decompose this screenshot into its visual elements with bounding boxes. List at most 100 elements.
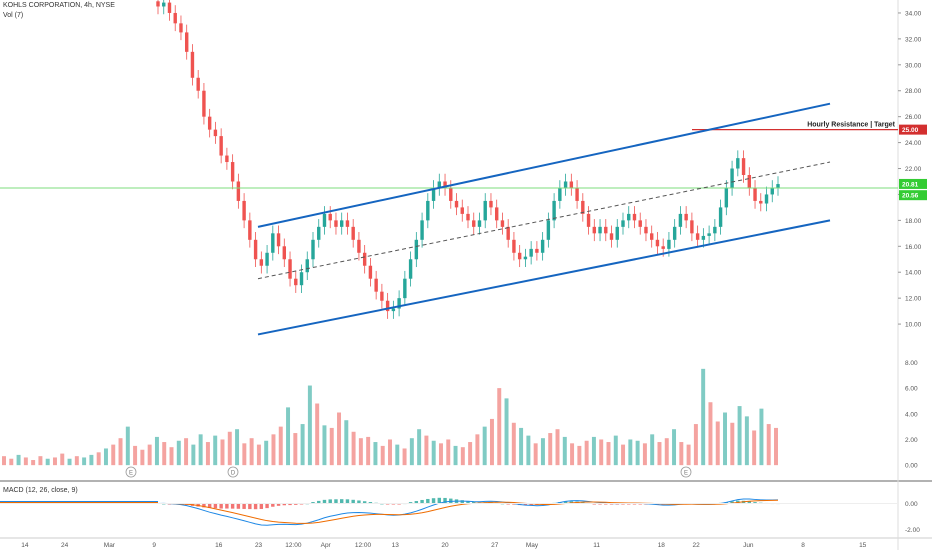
candle-body bbox=[707, 233, 711, 236]
time-tick-label: 23 bbox=[255, 542, 263, 549]
volume-bar bbox=[52, 457, 57, 466]
candle-body bbox=[586, 213, 591, 227]
macd-histogram-bar bbox=[569, 501, 574, 504]
candle-body bbox=[437, 181, 442, 188]
candle-body bbox=[678, 213, 683, 227]
volume-bar bbox=[446, 439, 451, 466]
volume-bar bbox=[657, 442, 662, 466]
macd-histogram-bar bbox=[196, 503, 200, 507]
time-tick-label: 16 bbox=[215, 542, 223, 549]
volume-bar bbox=[562, 436, 567, 466]
macd-histogram-bar bbox=[334, 499, 338, 504]
volume-bar bbox=[708, 402, 713, 466]
time-tick-label: 27 bbox=[491, 542, 499, 549]
macd-histogram-bar bbox=[414, 501, 419, 504]
volume-bar bbox=[111, 444, 116, 466]
candle-body bbox=[472, 220, 476, 227]
price-tick-label: 18.00 bbox=[905, 218, 922, 225]
candle-body bbox=[575, 187, 579, 201]
price-label-box bbox=[899, 190, 927, 201]
candle-body bbox=[615, 226, 619, 240]
volume-bar bbox=[744, 416, 749, 466]
volume-bar bbox=[468, 442, 473, 466]
volume-bar bbox=[395, 444, 400, 466]
volume-bar bbox=[322, 425, 327, 466]
candle-body bbox=[713, 226, 717, 234]
volume-bar bbox=[2, 456, 6, 466]
price-tick-label: 16.00 bbox=[905, 244, 922, 251]
volume-bar bbox=[606, 442, 611, 466]
macd-histogram-bar bbox=[248, 503, 252, 510]
candle-body bbox=[500, 220, 505, 227]
volume-bar bbox=[577, 445, 582, 466]
candle-body bbox=[632, 213, 637, 221]
volume-bar bbox=[227, 431, 232, 466]
volume-bar bbox=[82, 457, 87, 466]
volume-bar bbox=[460, 447, 465, 466]
candle-body bbox=[219, 136, 223, 156]
volume-bar bbox=[766, 424, 771, 466]
volume-bar bbox=[621, 444, 626, 466]
volume-bar bbox=[679, 442, 684, 466]
candle-body bbox=[156, 1, 160, 7]
macd-histogram-bar bbox=[230, 503, 235, 509]
macd-histogram-bar bbox=[489, 502, 493, 504]
volume-bar bbox=[774, 427, 778, 466]
volume-bar bbox=[242, 443, 247, 466]
candle-body bbox=[230, 162, 235, 182]
macd-histogram-bar bbox=[523, 503, 528, 506]
candle-body bbox=[690, 220, 694, 234]
macd-histogram-bar bbox=[563, 501, 568, 504]
volume-bar bbox=[191, 444, 196, 466]
volume-bar bbox=[373, 442, 378, 466]
price-tick-label: 22.00 bbox=[905, 166, 922, 173]
event-marker bbox=[680, 466, 692, 478]
candle-body bbox=[730, 168, 734, 188]
volume-bar bbox=[329, 427, 334, 466]
candle-body bbox=[604, 226, 608, 234]
candle-body bbox=[483, 200, 487, 221]
macd-histogram-bar bbox=[357, 500, 361, 504]
candle-body bbox=[311, 239, 315, 260]
volume-bar bbox=[169, 447, 174, 466]
volume-bar bbox=[184, 438, 189, 466]
candle-body bbox=[724, 187, 729, 208]
volume-bar bbox=[511, 422, 516, 466]
volume-bar bbox=[584, 440, 589, 466]
price-label-text: 20.81 bbox=[902, 181, 919, 188]
volume-bar bbox=[307, 385, 312, 466]
candle-body bbox=[294, 278, 298, 286]
candle-body bbox=[701, 235, 706, 240]
candle-body bbox=[512, 239, 516, 253]
candle-body bbox=[741, 158, 746, 175]
volume-bar bbox=[358, 438, 363, 466]
candle-body bbox=[759, 200, 763, 204]
candle-body bbox=[167, 2, 172, 13]
candle-body bbox=[644, 226, 648, 234]
macd-histogram-bar bbox=[443, 497, 447, 504]
volume-bar bbox=[337, 412, 342, 466]
volume-tick-label: 8.00 bbox=[905, 360, 918, 367]
volume-bar bbox=[650, 434, 655, 466]
volume-bar bbox=[286, 407, 291, 466]
candle-body bbox=[443, 181, 447, 188]
channel-mid-line bbox=[257, 161, 831, 280]
macd-histogram-bar bbox=[747, 501, 752, 504]
volume-bar bbox=[489, 418, 494, 466]
volume-bar bbox=[475, 434, 480, 466]
volume-bar bbox=[162, 442, 167, 466]
candle-body bbox=[621, 220, 625, 227]
volume-title: Vol (7) bbox=[3, 12, 24, 19]
candle-body bbox=[581, 200, 585, 214]
macd-histogram-bar bbox=[351, 499, 355, 504]
candle-body bbox=[770, 187, 774, 195]
volume-bar bbox=[213, 435, 218, 466]
macd-histogram-bar bbox=[202, 503, 206, 508]
time-tick-label: 12:00 bbox=[285, 542, 302, 549]
volume-bar bbox=[519, 427, 524, 466]
candle-body bbox=[357, 239, 361, 253]
volume-bar bbox=[388, 439, 392, 466]
volume-bar bbox=[730, 422, 735, 466]
candle-body bbox=[305, 259, 309, 273]
